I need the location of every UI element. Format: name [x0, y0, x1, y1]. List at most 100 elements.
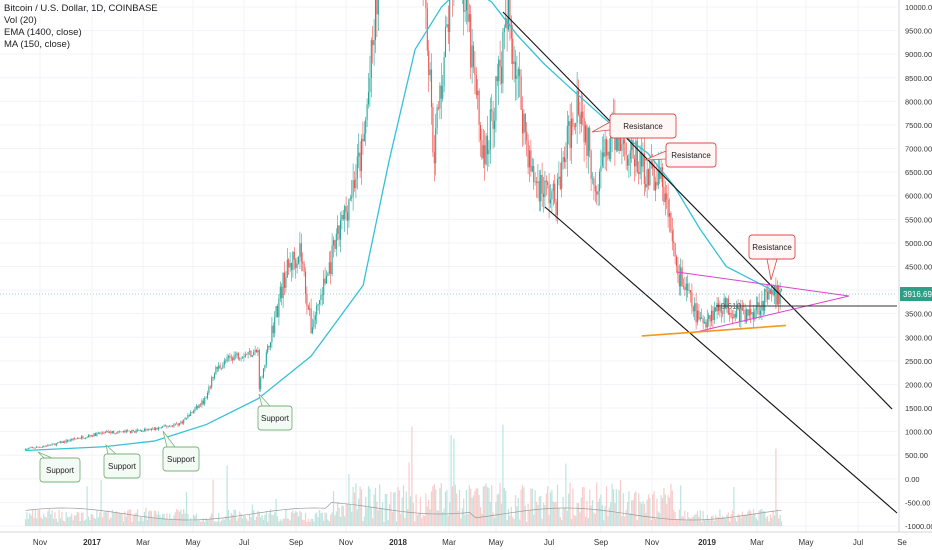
- volume-bar: [745, 515, 748, 526]
- candle-body: [600, 166, 602, 172]
- volume-bar: [584, 516, 587, 526]
- volume-bar: [117, 512, 119, 526]
- volume-bar: [645, 512, 647, 526]
- candle-body: [559, 176, 561, 189]
- time-tick-label: Sep: [289, 538, 304, 547]
- volume-bar: [444, 491, 447, 526]
- volume-bar: [204, 521, 206, 526]
- volume-bar: [491, 485, 493, 526]
- volume-bar: [194, 515, 196, 526]
- candle-body: [181, 421, 183, 424]
- candle-body: [205, 398, 207, 399]
- volume-bar: [87, 516, 90, 526]
- candle-body: [510, 19, 512, 39]
- volume-bar: [254, 520, 256, 526]
- volume-bar: [48, 508, 50, 526]
- volume-bar: [250, 517, 252, 526]
- volume-bar: [297, 516, 300, 526]
- candle-body: [276, 305, 279, 318]
- volume-bar: [314, 513, 316, 526]
- volume-bar: [290, 512, 293, 526]
- candle-body: [671, 231, 673, 242]
- candle-body: [430, 69, 433, 107]
- candle-body: [738, 309, 741, 322]
- volume-bar: [710, 516, 713, 526]
- candle-body: [51, 443, 53, 445]
- volume-bar: [351, 511, 353, 526]
- candle-body: [563, 157, 566, 163]
- volume-bar: [352, 487, 354, 526]
- support-label: Support: [261, 414, 290, 423]
- candle-body: [607, 151, 609, 156]
- candle-body: [100, 432, 102, 434]
- candle-body: [769, 289, 771, 294]
- candle-body: [558, 176, 560, 180]
- volume-bar: [72, 520, 74, 526]
- volume-bar: [334, 515, 336, 526]
- candle-body: [719, 307, 721, 312]
- candle-body: [341, 214, 343, 221]
- volume-bar: [230, 512, 232, 526]
- candle-body: [360, 138, 363, 171]
- volume-bar: [409, 496, 412, 526]
- candle-body: [638, 172, 640, 175]
- volume-bar: [167, 519, 169, 526]
- candle-body: [740, 307, 742, 322]
- candle-body: [547, 181, 549, 185]
- candle-body: [722, 312, 724, 314]
- candle-body: [724, 298, 727, 308]
- volume-bar: [509, 515, 511, 526]
- candle-body: [736, 306, 738, 318]
- candle-body: [40, 447, 42, 448]
- volume-bar: [346, 504, 349, 526]
- candle-body: [604, 139, 606, 157]
- candle-body: [271, 325, 273, 343]
- volume-bar: [422, 515, 424, 526]
- last-price-label: 3916.69: [903, 290, 932, 299]
- volume-bar: [542, 502, 545, 526]
- volume-bar: [344, 516, 346, 526]
- volume-bar: [271, 514, 273, 526]
- volume-bar: [717, 517, 720, 526]
- candle-body: [180, 421, 182, 424]
- volume-bar: [687, 511, 689, 526]
- candle-body: [227, 355, 230, 358]
- candle-body: [752, 312, 755, 320]
- volume-bar: [631, 500, 633, 526]
- volume-bar: [306, 521, 308, 526]
- candle-body: [477, 90, 479, 96]
- volume-bar: [34, 509, 36, 526]
- candle-body: [335, 233, 337, 249]
- candle-body: [486, 135, 489, 155]
- volume-bar: [320, 512, 322, 526]
- candle-body: [325, 276, 328, 284]
- volume-bar: [288, 518, 290, 526]
- volume-bar: [47, 511, 49, 526]
- candle-body: [68, 440, 70, 442]
- candle-body: [321, 294, 323, 296]
- volume-bar: [293, 513, 295, 526]
- volume-bar: [650, 520, 652, 526]
- candle-body: [516, 75, 518, 79]
- volume-bar: [493, 517, 496, 526]
- volume-bar: [349, 504, 351, 526]
- candle-body: [759, 310, 762, 315]
- volume-bar: [244, 516, 246, 526]
- candle-body: [555, 202, 557, 216]
- candle-body: [713, 307, 715, 320]
- support-pointer: [258, 393, 271, 407]
- volume-bar: [727, 512, 729, 526]
- candle-body: [136, 430, 139, 431]
- time-tick-label: 2017: [83, 538, 101, 547]
- candle-body: [94, 433, 97, 436]
- candle-body: [230, 357, 232, 359]
- time-tick-label: Mar: [750, 538, 764, 547]
- volume-bar: [449, 502, 451, 526]
- volume-bar: [659, 512, 661, 526]
- volume-bar: [299, 510, 301, 526]
- volume-bar: [170, 518, 172, 526]
- candle-body: [72, 438, 74, 441]
- volume-bar: [766, 516, 769, 526]
- candle-body: [170, 425, 172, 427]
